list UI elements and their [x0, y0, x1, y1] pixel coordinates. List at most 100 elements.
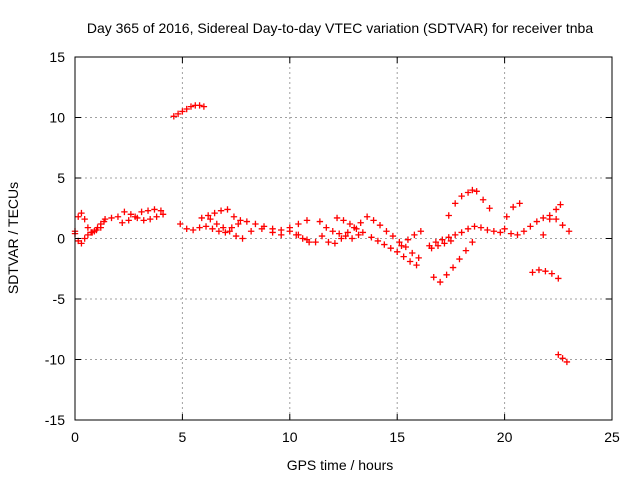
data-point — [286, 228, 293, 235]
data-point — [355, 231, 362, 239]
data-point — [189, 226, 197, 234]
data-point — [138, 208, 145, 216]
data-point — [509, 203, 517, 211]
data-point — [325, 238, 332, 246]
data-point — [458, 229, 465, 236]
y-tick-label: -15 — [45, 412, 65, 428]
data-point — [187, 103, 195, 110]
data-point — [540, 214, 547, 222]
data-point — [196, 224, 203, 231]
data-point — [200, 103, 208, 110]
data-point — [215, 228, 223, 235]
data-point — [97, 224, 104, 231]
y-tick-label: 15 — [49, 49, 65, 65]
data-point — [75, 213, 82, 220]
x-tick-label: 20 — [497, 429, 513, 445]
series-seg10 — [247, 225, 311, 243]
data-point — [546, 215, 553, 223]
series-seg14 — [333, 214, 367, 236]
data-point — [441, 240, 448, 247]
data-point — [144, 207, 152, 214]
y-tick-label: 5 — [57, 170, 65, 186]
data-point — [119, 219, 126, 226]
data-points — [71, 102, 573, 366]
series-seg20 — [430, 238, 476, 286]
data-point — [469, 238, 476, 246]
grid-lines — [75, 57, 612, 420]
data-point — [555, 351, 562, 358]
data-point — [312, 238, 319, 246]
data-point — [179, 108, 186, 115]
series-seg27 — [555, 351, 571, 366]
data-point — [228, 224, 236, 231]
data-point — [445, 212, 452, 219]
data-point — [398, 242, 405, 249]
data-point — [146, 215, 154, 223]
data-point — [374, 237, 382, 245]
y-tick-label: 10 — [49, 110, 65, 126]
data-point — [159, 211, 167, 218]
data-point — [177, 220, 184, 228]
data-point — [458, 192, 465, 200]
data-point — [220, 224, 227, 231]
data-point — [108, 214, 115, 222]
data-point — [535, 266, 543, 274]
data-point — [78, 240, 85, 247]
data-point — [368, 234, 375, 241]
data-point — [196, 102, 203, 109]
data-point — [387, 244, 394, 252]
data-point — [88, 229, 96, 236]
data-point — [520, 228, 528, 235]
data-point — [363, 213, 371, 220]
data-point — [359, 229, 367, 236]
data-point — [340, 217, 347, 224]
data-point — [353, 225, 360, 233]
data-point — [217, 207, 225, 214]
data-point — [235, 220, 242, 228]
data-point — [348, 235, 356, 242]
data-point — [125, 217, 132, 224]
data-point — [243, 218, 251, 225]
data-point — [278, 231, 285, 239]
data-point — [527, 223, 534, 230]
data-point — [114, 213, 122, 220]
series-seg26 — [529, 266, 562, 282]
data-point — [78, 209, 85, 217]
data-point — [316, 218, 324, 225]
data-point — [490, 228, 498, 235]
data-point — [170, 113, 178, 120]
data-point — [559, 221, 566, 229]
data-point — [417, 228, 425, 235]
data-point — [204, 212, 212, 219]
data-point — [151, 206, 158, 213]
data-point — [127, 211, 135, 218]
data-point — [428, 244, 435, 252]
data-point — [394, 248, 401, 256]
data-point — [451, 200, 459, 207]
series-seg15 — [363, 213, 422, 262]
data-point — [84, 231, 92, 239]
data-point — [140, 217, 147, 224]
data-point — [376, 221, 384, 229]
data-point — [565, 228, 573, 235]
y-tick-label: 0 — [57, 231, 65, 247]
data-point — [121, 208, 128, 216]
data-point — [357, 219, 364, 226]
data-point — [305, 238, 313, 246]
data-point — [529, 269, 536, 276]
data-point — [516, 200, 523, 207]
data-point — [409, 249, 416, 257]
data-point — [415, 254, 422, 262]
data-point — [269, 229, 276, 236]
data-point — [432, 238, 440, 246]
data-point — [342, 232, 349, 240]
x-tick-label: 5 — [179, 429, 187, 445]
data-point — [226, 228, 233, 235]
data-point — [533, 218, 541, 225]
data-point — [293, 231, 300, 239]
data-point — [413, 261, 420, 269]
y-axis-label: SDTVAR / TECUs — [5, 182, 21, 294]
data-point — [336, 230, 343, 237]
data-point — [346, 220, 354, 228]
series-seg6 — [177, 220, 242, 236]
